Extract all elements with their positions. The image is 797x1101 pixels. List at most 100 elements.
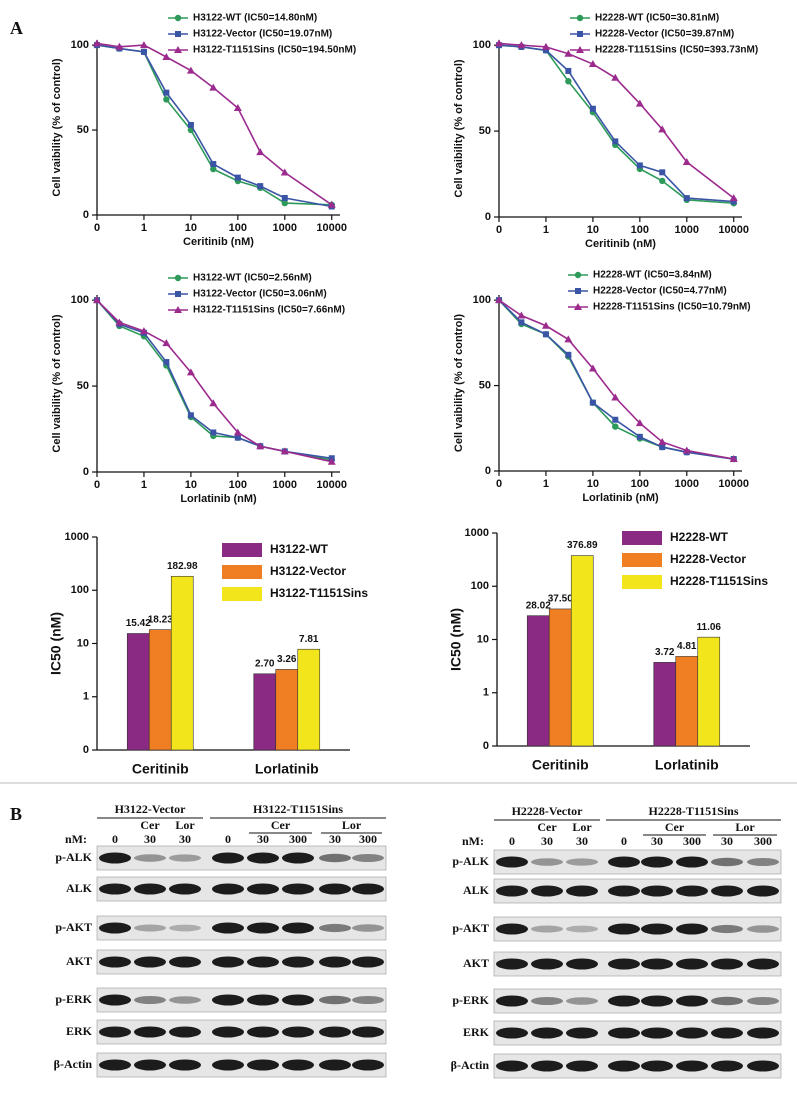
blot-band bbox=[99, 922, 131, 934]
blot-band bbox=[169, 883, 201, 895]
blot-band bbox=[711, 924, 743, 934]
x-tick-label: Lorlatinib bbox=[655, 757, 719, 773]
blot-band bbox=[676, 995, 708, 1007]
legend-swatch bbox=[622, 553, 662, 567]
blot-band bbox=[212, 883, 244, 895]
marker bbox=[517, 311, 526, 319]
x-tick-label: 10 bbox=[185, 222, 197, 234]
marker bbox=[577, 31, 583, 37]
blot-band bbox=[566, 925, 598, 933]
x-tick-label: 10 bbox=[587, 224, 599, 236]
legend-label: H2228-Vector (IC50=4.77nM) bbox=[593, 286, 727, 297]
legend-label: H3122-Vector bbox=[270, 564, 346, 578]
x-axis-label: Ceritinib (nM) bbox=[183, 236, 254, 248]
legend-label: H3122-WT (IC50=2.56nM) bbox=[193, 273, 312, 284]
marker bbox=[541, 321, 550, 329]
dose: 30 bbox=[257, 832, 269, 846]
y-tick-label: 1000 bbox=[65, 531, 89, 543]
marker bbox=[729, 455, 738, 463]
blot-band bbox=[352, 854, 384, 862]
blot-band bbox=[531, 885, 563, 897]
blot-band bbox=[134, 956, 166, 968]
x-tick-label: 1 bbox=[141, 222, 147, 234]
x-tick-label: 100 bbox=[229, 222, 247, 234]
x-tick-label: 10 bbox=[587, 478, 599, 490]
blot-band bbox=[319, 1026, 351, 1038]
blot-band bbox=[747, 1060, 779, 1072]
marker bbox=[210, 161, 217, 168]
blot-band bbox=[352, 956, 384, 968]
data-line bbox=[96, 42, 333, 206]
dose: 300 bbox=[289, 832, 307, 846]
drug-label: Cer bbox=[140, 818, 160, 832]
x-tick-label: 0 bbox=[94, 479, 100, 491]
blot-band bbox=[566, 1060, 598, 1072]
marker bbox=[542, 331, 549, 338]
marker bbox=[683, 195, 690, 202]
blot-band bbox=[747, 958, 779, 970]
drug-label: Lor bbox=[175, 818, 195, 832]
blot-band bbox=[212, 994, 244, 1006]
y-axis-label: Cell vaibility (% of control) bbox=[453, 59, 465, 197]
marker bbox=[210, 429, 217, 436]
marker bbox=[495, 296, 503, 304]
blot-band bbox=[282, 883, 314, 895]
blot-band bbox=[641, 856, 673, 868]
drug-label: Cer bbox=[665, 820, 685, 834]
blot-band bbox=[319, 995, 351, 1005]
blot-band bbox=[169, 1026, 201, 1038]
y-axis-label: IC50 (nM) bbox=[448, 608, 464, 671]
bar bbox=[548, 608, 572, 747]
x-tick-label: 10000 bbox=[316, 479, 347, 491]
blot-band bbox=[711, 1060, 743, 1072]
blot-band bbox=[352, 883, 384, 895]
marker bbox=[541, 42, 550, 50]
blot-band bbox=[169, 996, 201, 1004]
marker bbox=[682, 158, 691, 166]
blot-band bbox=[676, 885, 708, 897]
blot-band bbox=[319, 883, 351, 895]
legend-label: H3122-T1151Sins bbox=[270, 586, 368, 600]
x-tick-label: 1000 bbox=[675, 224, 699, 236]
marker bbox=[115, 318, 124, 326]
y-tick-label: 10 bbox=[77, 637, 89, 649]
data-label: 376.89 bbox=[567, 540, 598, 551]
blot-band bbox=[282, 956, 314, 968]
legend-swatch bbox=[222, 565, 262, 579]
blot-band bbox=[676, 958, 708, 970]
marker bbox=[93, 296, 101, 304]
blot-band bbox=[608, 885, 640, 897]
marker bbox=[658, 437, 667, 445]
marker bbox=[576, 14, 584, 22]
blot-band bbox=[319, 853, 351, 863]
marker bbox=[256, 442, 265, 450]
drug-label: Cer bbox=[271, 818, 291, 832]
marker bbox=[635, 99, 644, 107]
dose: 30 bbox=[179, 832, 191, 846]
blot-band bbox=[566, 997, 598, 1005]
row-label: β-Actin bbox=[451, 1058, 490, 1072]
blot-band bbox=[608, 856, 640, 868]
marker bbox=[542, 47, 549, 54]
legend-label: H3122-Vector (IC50=3.06nM) bbox=[193, 289, 327, 300]
blot-band bbox=[531, 1060, 563, 1072]
x-tick-label: Ceritinib bbox=[132, 761, 189, 777]
blot-band bbox=[608, 995, 640, 1007]
dose: 30 bbox=[576, 834, 588, 848]
x-tick-label: 10000 bbox=[718, 478, 749, 490]
bar bbox=[170, 575, 194, 751]
marker bbox=[163, 89, 170, 96]
data-label: 18.23 bbox=[148, 614, 173, 625]
marker bbox=[576, 46, 584, 53]
legend-label: H2228-T1151Sins (IC50=393.73nM) bbox=[595, 45, 758, 56]
blot-band bbox=[169, 1059, 201, 1071]
marker bbox=[174, 46, 182, 53]
legend-label: H2228-WT (IC50=30.81nM) bbox=[595, 13, 719, 24]
marker bbox=[186, 66, 195, 74]
x-axis-label: Lorlatinib (nM) bbox=[582, 492, 659, 504]
blot-band bbox=[169, 956, 201, 968]
data-line bbox=[498, 42, 735, 199]
y-tick-label: 100 bbox=[473, 294, 491, 306]
marker bbox=[574, 271, 582, 279]
